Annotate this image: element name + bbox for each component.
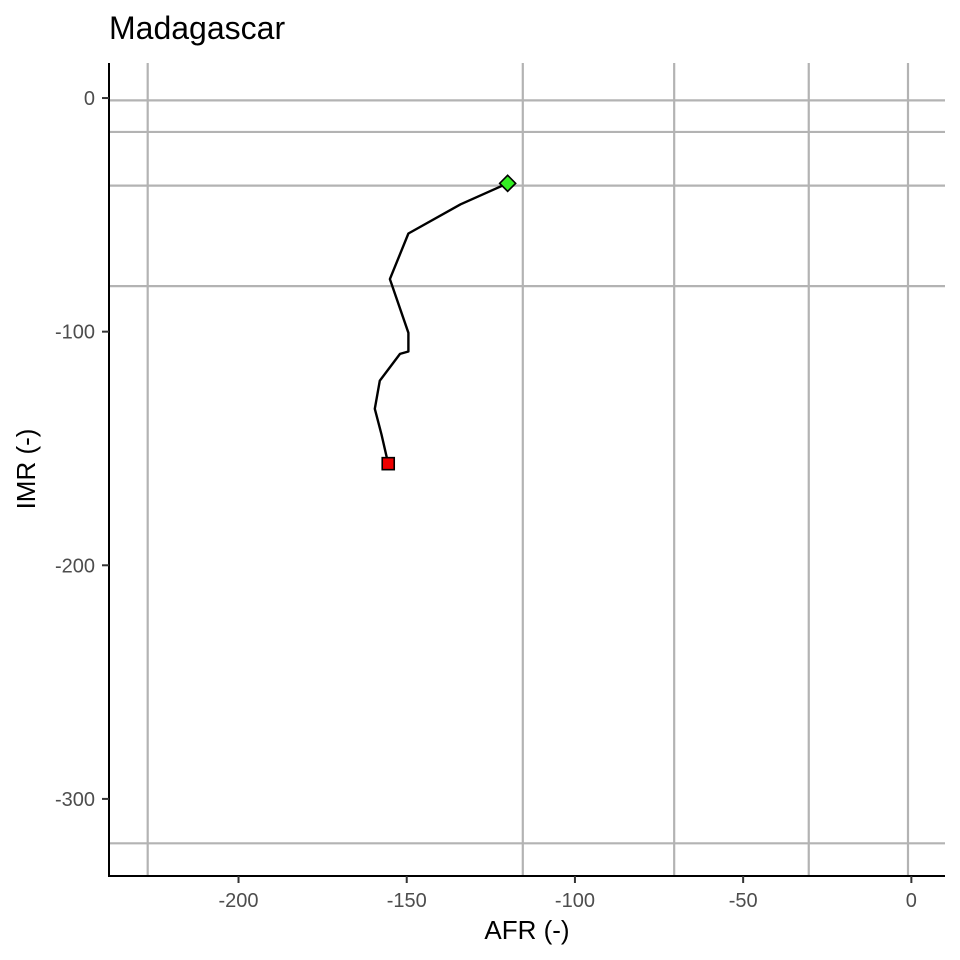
reference-lines bbox=[109, 63, 945, 876]
start-marker bbox=[381, 456, 396, 471]
x-axis-ticks: -200 -150 -100 -50 0 bbox=[219, 876, 917, 912]
x-tick-label: -150 bbox=[387, 890, 427, 912]
chart-title: Madagascar bbox=[109, 10, 285, 46]
y-axis-title: IMR (-) bbox=[11, 429, 41, 510]
y-tick-label: -200 bbox=[55, 555, 95, 577]
markers-group bbox=[381, 174, 517, 471]
x-tick-label: -200 bbox=[219, 890, 259, 912]
y-tick-label: 0 bbox=[84, 88, 95, 110]
x-tick-label: 0 bbox=[906, 890, 917, 912]
y-tick-label: -100 bbox=[55, 322, 95, 344]
end-marker bbox=[498, 174, 517, 193]
x-axis-title: AFR (-) bbox=[484, 915, 569, 945]
series-group bbox=[373, 182, 509, 464]
y-tick-label: -300 bbox=[55, 789, 95, 811]
x-tick-label: -100 bbox=[555, 890, 595, 912]
y-axis-ticks: 0 -100 -200 -300 bbox=[55, 88, 109, 811]
x-tick-label: -50 bbox=[729, 890, 758, 912]
series-line bbox=[373, 182, 509, 464]
